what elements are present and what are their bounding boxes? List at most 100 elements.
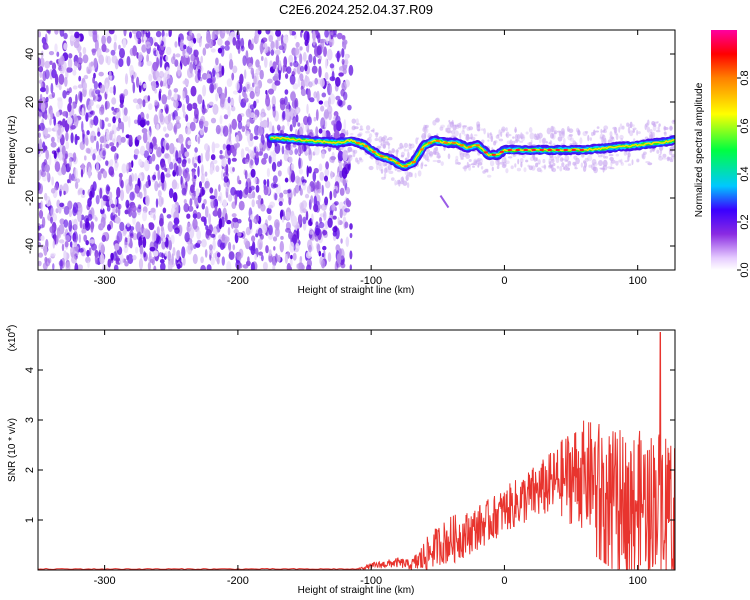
halo-speckle	[488, 133, 492, 139]
noise-speckle	[170, 56, 176, 65]
noise-speckle	[154, 180, 159, 192]
noise-speckle	[97, 131, 101, 137]
noise-speckle	[208, 213, 212, 225]
halo-speckle	[509, 139, 513, 146]
noise-speckle	[266, 178, 270, 188]
noise-speckle	[231, 220, 234, 229]
noise-speckle	[109, 86, 114, 94]
noise-speckle	[319, 171, 325, 181]
noise-speckle	[63, 32, 68, 40]
noise-speckle	[192, 37, 197, 44]
noise-speckle	[113, 34, 118, 42]
noise-speckle	[173, 217, 180, 225]
noise-speckle	[247, 149, 253, 154]
snr-xtick-label: -200	[227, 575, 249, 587]
noise-speckle	[217, 195, 222, 202]
noise-speckle	[223, 176, 229, 183]
noise-speckle	[320, 38, 327, 43]
noise-speckle	[274, 39, 280, 49]
halo-speckle	[380, 138, 385, 144]
halo-speckle	[429, 151, 434, 156]
halo-speckle	[607, 139, 612, 144]
noise-speckle	[292, 116, 297, 128]
noise-speckle	[54, 30, 59, 35]
noise-speckle	[322, 230, 328, 236]
halo-speckle	[507, 156, 513, 159]
halo-speckle	[627, 155, 630, 162]
noise-speckle	[161, 94, 168, 105]
noise-speckle	[318, 250, 322, 257]
noise-speckle	[77, 57, 83, 65]
noise-speckle	[324, 168, 330, 177]
halo-speckle	[381, 176, 386, 180]
noise-speckle	[81, 229, 87, 234]
halo-speckle	[607, 166, 613, 169]
noise-speckle	[311, 213, 314, 223]
noise-speckle	[149, 156, 153, 165]
noise-speckle	[175, 122, 182, 129]
halo-speckle	[583, 160, 586, 164]
noise-speckle	[251, 235, 256, 242]
halo-speckle	[537, 159, 541, 165]
noise-speckle	[129, 226, 135, 231]
noise-speckle	[279, 192, 284, 199]
noise-speckle	[203, 198, 207, 205]
noise-speckle	[49, 109, 54, 120]
noise-speckle	[329, 190, 333, 201]
halo-speckle	[409, 143, 412, 147]
noise-speckle	[165, 107, 169, 114]
halo-speckle	[510, 165, 514, 170]
noise-speckle	[277, 170, 282, 177]
noise-speckle	[201, 239, 207, 248]
noise-speckle	[315, 30, 319, 37]
noise-speckle	[147, 95, 151, 102]
noise-speckle	[50, 207, 55, 218]
noise-speckle	[232, 65, 238, 74]
noise-speckle	[298, 157, 301, 170]
noise-speckle	[93, 57, 98, 69]
noise-speckle	[227, 227, 231, 236]
halo-speckle	[658, 123, 661, 127]
halo-speckle	[402, 180, 408, 186]
noise-speckle	[123, 244, 129, 254]
halo-speckle	[656, 121, 659, 124]
halo-speckle	[479, 158, 483, 164]
noise-speckle	[339, 132, 346, 139]
noise-speckle	[312, 30, 316, 41]
noise-speckle	[212, 159, 218, 164]
noise-speckle	[197, 68, 201, 81]
noise-speckle	[253, 135, 259, 140]
noise-speckle	[242, 55, 247, 66]
halo-speckle	[602, 159, 608, 167]
noise-speckle	[235, 190, 242, 197]
noise-speckle	[333, 111, 339, 117]
noise-speckle	[142, 131, 148, 144]
halo-speckle	[482, 170, 486, 174]
noise-speckle	[295, 41, 300, 48]
noise-speckle	[167, 250, 171, 262]
halo-speckle	[347, 159, 351, 164]
noise-speckle	[68, 158, 72, 168]
noise-speckle	[332, 226, 338, 233]
snr-ytick-label: 4	[24, 367, 36, 373]
noise-speckle	[213, 83, 217, 90]
noise-speckle	[74, 133, 78, 146]
noise-speckle	[299, 188, 303, 196]
noise-speckle	[79, 91, 83, 103]
halo-speckle	[365, 130, 370, 134]
noise-speckle	[279, 99, 286, 111]
halo-speckle	[432, 120, 437, 126]
noise-speckle	[209, 83, 215, 94]
noise-speckle	[197, 94, 203, 105]
noise-speckle	[192, 218, 198, 230]
noise-speckle	[75, 94, 78, 105]
halo-speckle	[359, 128, 363, 131]
noise-speckle	[62, 118, 66, 128]
noise-speckle	[193, 152, 198, 164]
noise-speckle	[245, 146, 249, 152]
halo-speckle	[403, 142, 409, 149]
halo-speckle	[358, 157, 362, 161]
halo-speckle	[663, 125, 667, 131]
noise-speckle	[226, 144, 232, 151]
noise-speckle	[168, 89, 172, 98]
